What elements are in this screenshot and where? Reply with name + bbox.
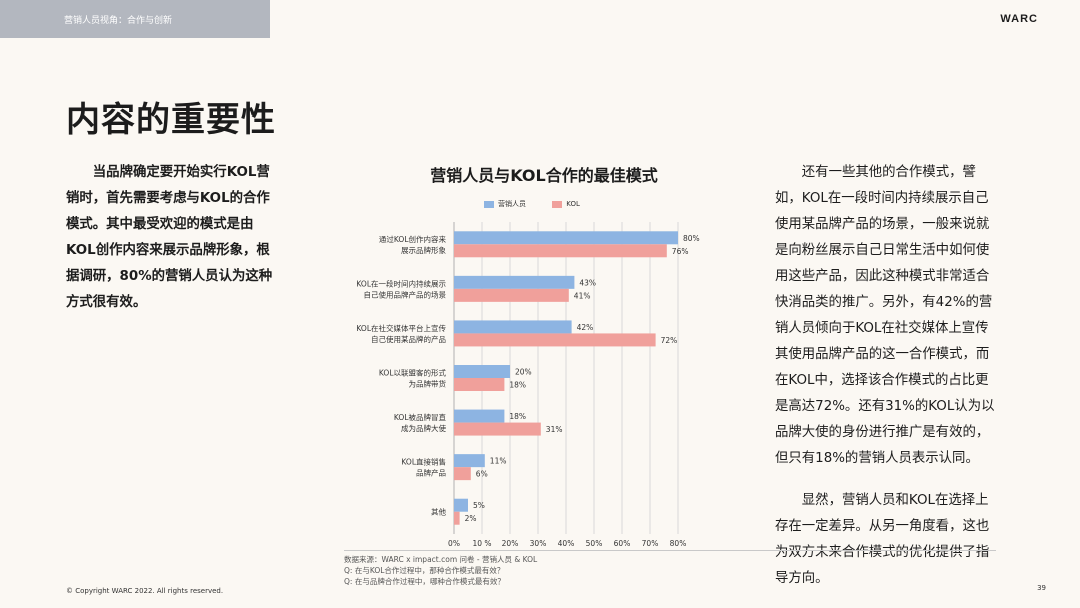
page-number: 39 [1037, 584, 1046, 592]
data-label-marketer: 20% [515, 368, 532, 377]
x-tick-label: 50% [586, 539, 603, 548]
x-tick-label: 80% [670, 539, 687, 548]
bar-marketer [454, 320, 572, 334]
category-label: 自己使用某品牌的产品 [371, 334, 446, 344]
x-tick-label: 30% [530, 539, 547, 548]
source-line-3: Q: 在与品牌合作过程中，哪种合作模式最有效？ [344, 577, 505, 586]
legend-item-marketer: 营销人员 [484, 199, 526, 209]
left-paragraph: 当品牌确定要开始实行KOL营销时，首先需要考虑与KOL的合作模式。其中最受欢迎的… [66, 165, 273, 310]
category-label: KOL以联盟客的形式 [379, 368, 447, 378]
category-label: KOL在一段时间内持续展示 [356, 278, 446, 288]
right-paragraph-1: 还有一些其他的合作模式，譬如，KOL在一段时间内持续展示自己使用某品牌产品的场景… [775, 165, 995, 466]
data-label-marketer: 80% [683, 234, 700, 243]
source-note: 数据来源：WARC x impact.com 问卷 - 营销人员 & KOL Q… [344, 554, 537, 587]
bar-marketer [454, 365, 510, 378]
bar-kol [454, 467, 471, 481]
brand-logo: WARC [1000, 13, 1038, 25]
copyright: © Copyright WARC 2022. All rights reserv… [66, 587, 224, 595]
category-label: 品牌产品 [416, 468, 446, 478]
category-label: KOL直接销售 [401, 457, 446, 467]
category-label: 通过KOL创作内容来 [379, 234, 447, 244]
bar-marketer [454, 275, 575, 289]
bar-chart: 0% 10 % 20% 30% 40% 50% 60% 70% 80% 通过KOL创作内容来展示品… [356, 222, 700, 548]
data-label-marketer: 43% [579, 278, 596, 287]
data-label-marketer: 42% [577, 323, 594, 332]
category-label: KOL被品牌冒直 [394, 412, 447, 422]
bar-kol [454, 333, 656, 347]
source-line-1: 数据来源：WARC x impact.com 问卷 - 营销人员 & KOL [344, 555, 538, 564]
x-tick-label: 10 % [472, 539, 491, 548]
right-paragraph-2: 显然，营销人员和KOL在选择上存在一定差异。从另一角度看，这也为双方未来合作模式… [775, 493, 990, 586]
category-label: 成为品牌大使 [401, 423, 446, 433]
legend-label-kol: KOL [566, 200, 580, 208]
bar-kol [454, 288, 569, 302]
bar-kol [454, 378, 505, 391]
data-label-kol: 41% [574, 291, 591, 300]
data-label-kol: 76% [672, 247, 689, 256]
x-tick-label: 70% [642, 539, 659, 548]
bar-kol [454, 422, 541, 436]
bar-kol [454, 244, 667, 258]
data-label-marketer: 18% [509, 412, 526, 421]
data-label-kol: 6% [476, 470, 488, 479]
source-line-2: Q: 在与KOL合作过程中，那种合作模式最有效？ [344, 566, 505, 575]
page-title: 内容的重要性 [66, 100, 276, 140]
bar-marketer [454, 454, 485, 468]
category-label: 为品牌带货 [409, 379, 447, 389]
data-label-kol: 72% [661, 336, 678, 345]
x-tick-label: 60% [614, 539, 631, 548]
bar-kol [454, 511, 460, 525]
legend-swatch-kol [552, 200, 563, 208]
bar-marketer [454, 409, 505, 423]
category-label: KOL在社交媒体平台上宣传 [356, 323, 446, 333]
data-label-kol: 18% [509, 381, 526, 390]
x-tick-label: 20% [502, 539, 519, 548]
data-label-kol: 2% [465, 514, 477, 523]
data-label-marketer: 5% [473, 501, 485, 510]
breadcrumb: 营销人员视角：合作与创新 [0, 0, 270, 38]
chart-legend: 营销人员 KOL [484, 199, 604, 210]
x-tick-label: 0% [448, 539, 460, 548]
legend-item-kol: KOL [552, 200, 580, 208]
right-text-block: 还有一些其他的合作模式，譬如，KOL在一段时间内持续展示自己使用某品牌产品的场景… [775, 160, 997, 608]
x-tick-label: 40% [558, 539, 575, 548]
category-label: 自己使用品牌产品的场景 [364, 289, 447, 299]
bar-marketer [454, 498, 468, 512]
category-label: 展示品牌形象 [401, 245, 446, 255]
data-label-marketer: 11% [490, 457, 507, 466]
chart-title: 营销人员与KOL合作的最佳模式 [430, 166, 658, 185]
bar-marketer [454, 231, 678, 245]
legend-swatch-marketer [484, 200, 494, 208]
data-label-kol: 31% [546, 425, 563, 434]
source-divider [344, 550, 996, 551]
legend-label-marketer: 营销人员 [498, 200, 526, 208]
category-label: 其他 [431, 507, 446, 517]
